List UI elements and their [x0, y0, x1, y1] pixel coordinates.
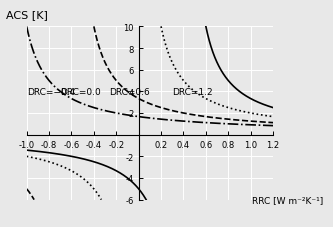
- Text: DRC=0.6: DRC=0.6: [109, 87, 150, 96]
- Text: DRC=−0.4: DRC=−0.4: [27, 87, 75, 96]
- Text: ACS [K]: ACS [K]: [6, 10, 48, 20]
- Text: DRC=1.2: DRC=1.2: [172, 87, 213, 96]
- Text: DRC=0.0: DRC=0.0: [60, 87, 101, 96]
- Text: RRC [W m⁻²K⁻¹]: RRC [W m⁻²K⁻¹]: [252, 195, 323, 204]
